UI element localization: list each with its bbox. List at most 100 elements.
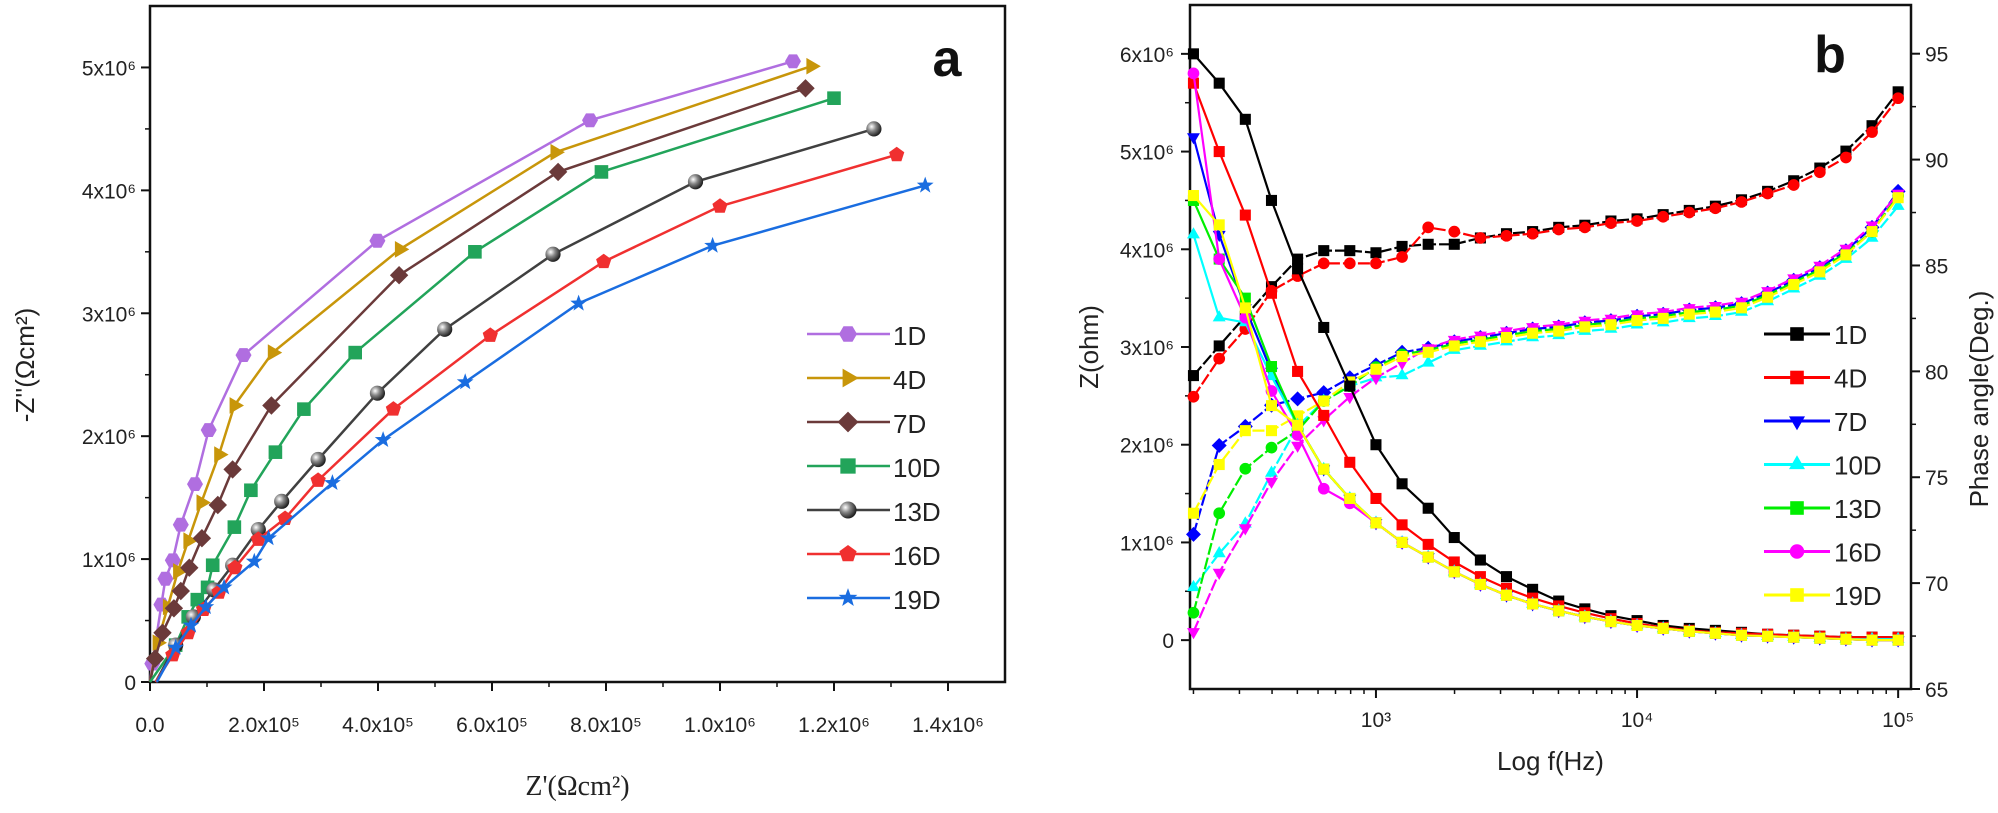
data-point (1187, 606, 1200, 619)
series-4D (148, 57, 821, 683)
data-point (1448, 238, 1460, 250)
data-point (1422, 538, 1434, 550)
data-point (310, 451, 326, 468)
data-point (889, 146, 905, 162)
legend-marker (1789, 416, 1805, 431)
data-point (704, 236, 721, 253)
data-point (1683, 308, 1695, 320)
data-point (385, 401, 401, 416)
series-19D (155, 176, 934, 683)
x-tick-label: 2.0x10⁵ (228, 714, 300, 737)
data-point (1239, 292, 1251, 304)
legend-marker (1790, 327, 1804, 341)
data-point (1396, 478, 1408, 490)
y-tick-label: 3x10⁶ (82, 303, 136, 326)
data-point (1527, 583, 1539, 595)
data-point (1735, 302, 1748, 314)
data-point (183, 532, 198, 549)
data-point (1788, 279, 1800, 291)
series-16D (154, 146, 905, 683)
data-point (1605, 319, 1617, 331)
data-point (1213, 459, 1225, 471)
data-point (1291, 441, 1305, 453)
y-tick-label: 0 (124, 672, 136, 695)
data-point (1317, 482, 1330, 495)
data-point (1265, 400, 1278, 412)
series-line (1192, 194, 1899, 642)
data-point (1187, 507, 1199, 519)
panel-b-bode-chart: 10³ 10⁴ 10⁵ 0 1x10⁶ 2x10⁶ 3x10⁶ 4x10⁶ 5x10⁶ 6x10⁶… (1074, 3, 1994, 776)
data-point (1187, 133, 1200, 145)
data-point (268, 445, 283, 459)
legend-item-4D: 4D (1764, 364, 1867, 394)
x-tick-label: 10⁴ (1621, 709, 1653, 732)
series-1D (144, 54, 801, 683)
data-point (250, 521, 266, 538)
series-19D-phase (1187, 192, 1904, 519)
data-point (200, 423, 217, 437)
data-point (214, 446, 229, 463)
data-point (1187, 390, 1200, 403)
data-point (215, 578, 233, 595)
data-point (1187, 77, 1199, 89)
data-point (1840, 249, 1852, 261)
data-point (1370, 517, 1382, 529)
data-point (1213, 507, 1226, 520)
legend-marker (837, 411, 859, 433)
y2-tick-label: 85 (1925, 255, 1948, 278)
data-point (164, 599, 184, 618)
x-tick-label: 8.0x10⁵ (570, 714, 642, 737)
data-point (167, 638, 184, 655)
data-point (1474, 578, 1486, 590)
series-line (1192, 82, 1899, 639)
data-point (1709, 202, 1722, 215)
series-line (1192, 136, 1899, 642)
x-tick-label: 1.2x10⁶ (798, 714, 870, 737)
series-line (1192, 197, 1899, 514)
data-point (1265, 194, 1278, 206)
legend-label: 4D (1834, 364, 1867, 394)
data-point (1788, 631, 1800, 643)
data-point (1187, 579, 1200, 592)
data-point (1474, 232, 1487, 244)
data-point (1239, 425, 1251, 437)
data-point (1892, 192, 1904, 204)
legend-marker (840, 458, 856, 474)
panel-label-b: b (1814, 26, 1846, 84)
data-point (1866, 126, 1878, 138)
legend-marker (1790, 588, 1804, 602)
y-axis-label: -Z''(Ωcm²) (10, 308, 40, 423)
data-point (1526, 227, 1539, 240)
y2-tick-label: 95 (1925, 44, 1948, 67)
legend-label: 1D (1834, 320, 1867, 350)
data-point (1265, 465, 1278, 477)
data-point (1605, 217, 1617, 229)
data-point (687, 174, 704, 190)
data-point (1187, 628, 1200, 640)
data-point (468, 245, 482, 259)
y2-tick-label: 75 (1925, 467, 1948, 490)
data-point (348, 345, 362, 360)
data-point (1292, 253, 1304, 265)
data-point (187, 477, 203, 491)
legend-label: 1D (893, 321, 926, 351)
data-point (1396, 240, 1408, 252)
data-point (324, 474, 341, 490)
data-point (1265, 361, 1278, 373)
plot-frame (148, 4, 1007, 684)
data-point (1631, 215, 1643, 227)
x-tick-label: 4.0x10⁵ (342, 714, 414, 737)
data-point (548, 162, 568, 182)
data-point (1421, 355, 1435, 367)
legend-item-7D: 7D (807, 409, 926, 439)
y-tick-label: 0 (1162, 630, 1174, 653)
data-point (1213, 146, 1225, 158)
data-point (1579, 611, 1591, 623)
data-point (1448, 556, 1460, 568)
data-point (1892, 634, 1904, 646)
data-point (594, 165, 609, 179)
data-point (1344, 456, 1356, 468)
legend-label: 7D (1834, 407, 1867, 437)
legend-label: 13D (1834, 494, 1882, 524)
data-point (1213, 340, 1225, 352)
